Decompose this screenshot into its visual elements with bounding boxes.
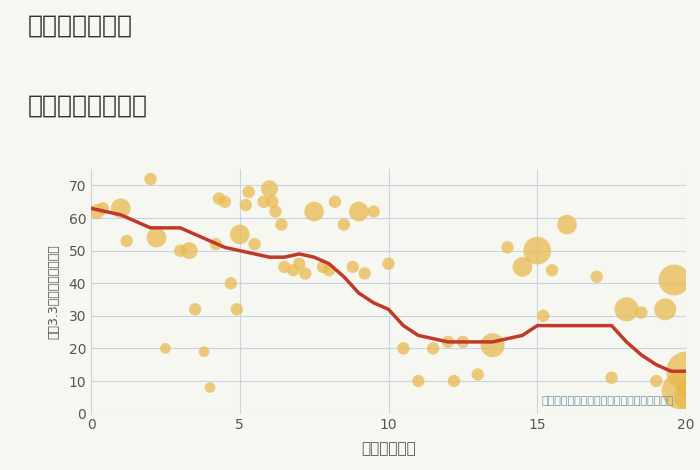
Point bbox=[267, 198, 278, 205]
Point bbox=[353, 208, 364, 215]
Point bbox=[175, 247, 186, 254]
Point bbox=[317, 263, 328, 271]
Point bbox=[398, 345, 409, 352]
Point bbox=[668, 276, 680, 284]
Point bbox=[487, 341, 498, 349]
Point bbox=[234, 231, 246, 238]
Point bbox=[680, 393, 692, 401]
Point bbox=[183, 247, 195, 254]
Point bbox=[383, 260, 394, 267]
Point bbox=[347, 263, 358, 271]
Point bbox=[145, 175, 156, 183]
Point bbox=[621, 306, 632, 313]
Point bbox=[97, 204, 108, 212]
Point bbox=[225, 280, 237, 287]
Point bbox=[219, 198, 230, 205]
Point bbox=[270, 208, 281, 215]
Point bbox=[502, 243, 513, 251]
Point bbox=[532, 247, 543, 254]
Point bbox=[91, 208, 103, 215]
Point bbox=[300, 270, 311, 277]
Point bbox=[636, 309, 647, 316]
Point bbox=[276, 221, 287, 228]
Point bbox=[359, 270, 370, 277]
Point bbox=[428, 345, 439, 352]
Point bbox=[190, 306, 201, 313]
Point bbox=[338, 221, 349, 228]
Point bbox=[659, 306, 671, 313]
Point bbox=[264, 185, 275, 193]
Point bbox=[472, 371, 483, 378]
Point bbox=[442, 338, 454, 345]
Point bbox=[309, 208, 320, 215]
Point bbox=[606, 374, 617, 382]
Point bbox=[258, 198, 269, 205]
Point bbox=[413, 377, 424, 385]
Point bbox=[651, 377, 662, 385]
Point bbox=[329, 198, 340, 205]
Point bbox=[675, 387, 686, 394]
Point bbox=[240, 201, 251, 209]
Text: 円の大きさは、取引のあった物件面積を示す: 円の大きさは、取引のあった物件面積を示す bbox=[542, 396, 674, 406]
Point bbox=[199, 348, 210, 355]
X-axis label: 駅距離（分）: 駅距離（分） bbox=[361, 441, 416, 456]
Point bbox=[243, 188, 254, 196]
Point bbox=[368, 208, 379, 215]
Point bbox=[591, 273, 602, 281]
Point bbox=[204, 384, 216, 392]
Point bbox=[231, 306, 242, 313]
Point bbox=[214, 195, 225, 202]
Point bbox=[279, 263, 290, 271]
Point bbox=[680, 384, 692, 392]
Point bbox=[249, 240, 260, 248]
Point bbox=[115, 204, 126, 212]
Point bbox=[561, 221, 573, 228]
Point bbox=[457, 338, 468, 345]
Text: 東京都相原駅の: 東京都相原駅の bbox=[28, 14, 133, 38]
Text: 駅距離別土地価格: 駅距離別土地価格 bbox=[28, 94, 148, 118]
Point bbox=[294, 260, 305, 267]
Point bbox=[547, 266, 558, 274]
Point bbox=[323, 266, 335, 274]
Point bbox=[448, 377, 459, 385]
Point bbox=[121, 237, 132, 245]
Point bbox=[680, 368, 692, 375]
Point bbox=[538, 312, 549, 320]
Y-axis label: 坪（3.3㎡）単価（万円）: 坪（3.3㎡）単価（万円） bbox=[47, 244, 60, 339]
Point bbox=[288, 266, 299, 274]
Point bbox=[210, 240, 221, 248]
Point bbox=[517, 263, 528, 271]
Point bbox=[160, 345, 171, 352]
Point bbox=[150, 234, 162, 242]
